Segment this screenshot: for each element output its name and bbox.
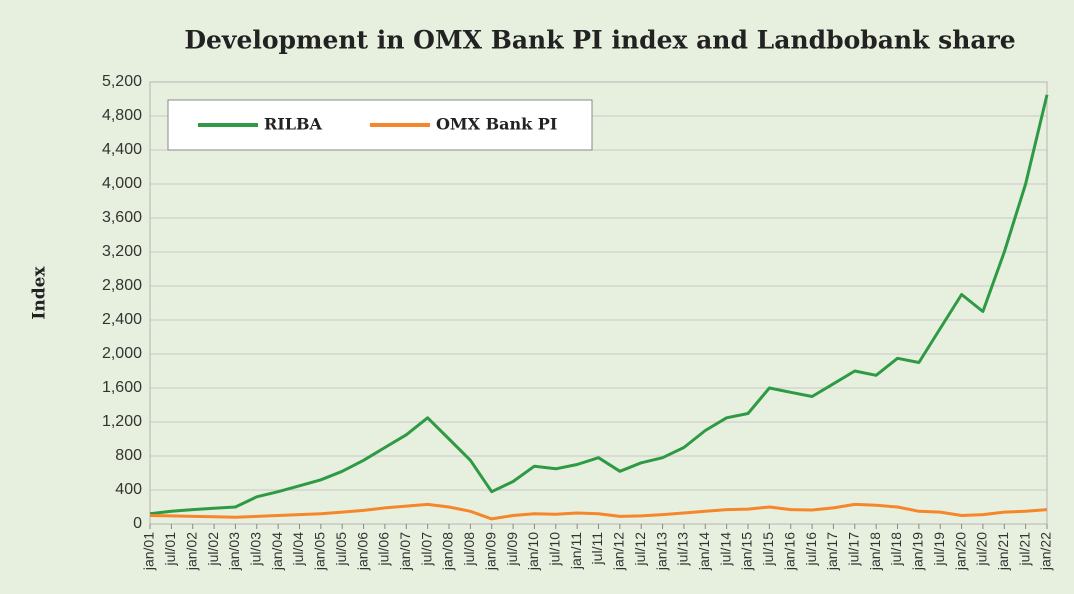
x-tick-label: jul/14: [717, 532, 733, 567]
y-axis-label: Index: [30, 266, 50, 320]
y-tick-label: 4,400: [102, 141, 142, 158]
x-tick-label: jan/07: [397, 532, 413, 571]
x-tick-label: jan/17: [824, 532, 840, 571]
x-tick-label: jul/12: [632, 532, 648, 567]
y-tick-label: 2,800: [102, 277, 142, 294]
legend-label: OMX Bank PI: [436, 115, 557, 134]
x-tick-label: jul/01: [162, 532, 178, 567]
x-tick-label: jul/13: [675, 532, 691, 567]
x-tick-label: jan/18: [867, 532, 883, 571]
x-tick-label: jan/04: [269, 532, 285, 571]
x-tick-label: jan/15: [739, 532, 755, 571]
x-tick-label: jan/13: [653, 532, 669, 571]
y-tick-label: 4,800: [102, 107, 142, 124]
x-tick-label: jan/12: [611, 532, 627, 571]
x-tick-label: jan/11: [568, 532, 584, 570]
x-tick-label: jul/06: [376, 532, 392, 567]
line-series: [149, 502, 1048, 521]
x-tick-label: jan/19: [910, 532, 926, 571]
x-tick-label: jan/01: [141, 532, 157, 571]
x-tick-label: jan/22: [1038, 532, 1054, 571]
x-tick-label: jul/09: [504, 532, 520, 567]
y-tick-label: 3,200: [102, 243, 142, 260]
legend-label: RILBA: [264, 115, 323, 134]
x-tick-label: jul/07: [418, 532, 434, 567]
x-tick-label: jan/03: [226, 532, 242, 571]
x-tick-label: jan/08: [440, 532, 456, 571]
y-tick-label: 2,000: [102, 345, 142, 362]
x-tick-label: jan/05: [312, 532, 328, 571]
x-tick-label: jul/21: [1016, 532, 1032, 567]
x-tick-label: jul/08: [461, 532, 477, 567]
x-tick-label: jan/06: [354, 532, 370, 571]
x-tick-label: jul/15: [760, 532, 776, 567]
x-tick-label: jan/20: [952, 532, 968, 571]
x-tick-label: jul/17: [845, 532, 861, 567]
y-tick-label: 4,000: [102, 175, 142, 192]
y-tick-label: 3,600: [102, 209, 142, 226]
chart-title: Development in OMX Bank PI index and Lan…: [184, 26, 1015, 55]
x-tick-label: jul/16: [803, 532, 819, 567]
x-tick-label: jul/19: [931, 532, 947, 567]
x-tick-label: jul/11: [589, 532, 605, 566]
y-tick-label: 0: [133, 515, 142, 532]
y-tick-label: 2,400: [102, 311, 142, 328]
line-series: [149, 94, 1049, 516]
x-tick-label: jan/21: [995, 532, 1011, 571]
x-tick-label: jul/05: [333, 532, 349, 567]
x-tick-label: jan/14: [696, 532, 712, 571]
x-tick-label: jul/10: [546, 532, 562, 567]
x-tick-label: jan/09: [482, 532, 498, 571]
y-tick-label: 5,200: [102, 73, 142, 90]
x-tick-label: jan/02: [183, 532, 199, 571]
x-tick-label: jul/04: [290, 532, 306, 567]
y-tick-label: 800: [115, 447, 142, 464]
y-tick-label: 400: [115, 481, 142, 498]
x-tick-label: jul/20: [974, 532, 990, 567]
x-tick-label: jul/02: [205, 532, 221, 567]
y-tick-label: 1,600: [102, 379, 142, 396]
x-tick-label: jan/10: [525, 532, 541, 571]
y-tick-label: 1,200: [102, 413, 142, 430]
x-tick-label: jul/18: [888, 532, 904, 567]
x-tick-label: jan/16: [781, 532, 797, 571]
x-tick-label: jul/03: [247, 532, 263, 567]
